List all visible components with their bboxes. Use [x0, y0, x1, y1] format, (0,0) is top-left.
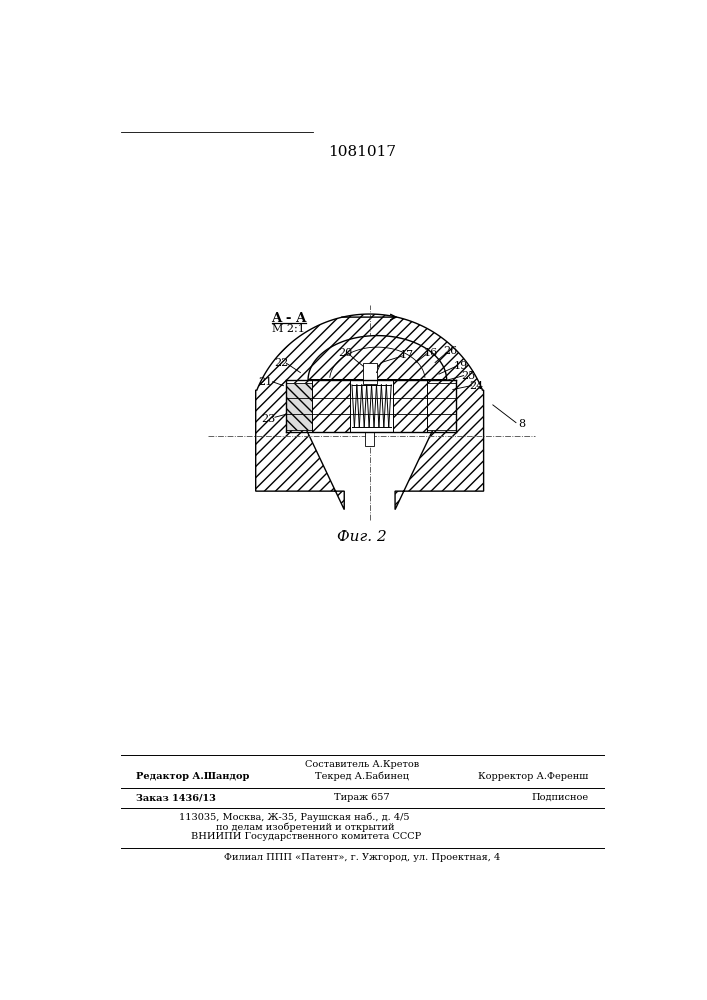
Text: 22: 22 — [274, 358, 288, 368]
Text: Заказ 1436/13: Заказ 1436/13 — [136, 793, 216, 802]
Text: Составитель А.Кретов: Составитель А.Кретов — [305, 760, 419, 769]
Bar — [365, 432, 374, 446]
Text: 16: 16 — [424, 348, 438, 358]
Text: Текред А.Бабинец: Текред А.Бабинец — [315, 771, 409, 781]
Text: 25: 25 — [461, 371, 475, 381]
Text: 113035, Москва, Ж-35, Раушская наб., д. 4/5: 113035, Москва, Ж-35, Раушская наб., д. … — [179, 813, 409, 822]
Text: Филиал ППП «Патент», г. Ужгород, ул. Проектная, 4: Филиал ППП «Патент», г. Ужгород, ул. Про… — [224, 853, 500, 862]
Text: Фиг. 2: Фиг. 2 — [337, 530, 387, 544]
Text: Подписное: Подписное — [531, 793, 588, 802]
Polygon shape — [393, 380, 428, 432]
Text: 8: 8 — [518, 419, 526, 429]
Text: Корректор А.Ференш: Корректор А.Ференш — [478, 772, 588, 781]
Polygon shape — [351, 380, 393, 432]
Text: 26: 26 — [443, 346, 457, 356]
Polygon shape — [312, 380, 351, 432]
Text: 24: 24 — [469, 381, 483, 391]
Polygon shape — [286, 383, 312, 430]
Text: ВНИИПИ Государственного комитета СССР: ВНИИПИ Государственного комитета СССР — [191, 832, 421, 841]
Text: 19: 19 — [453, 361, 467, 371]
Bar — [363, 363, 377, 384]
Text: по делам изобретений и открытий: по делам изобретений и открытий — [216, 822, 395, 832]
Text: M 2:1: M 2:1 — [272, 324, 305, 334]
Text: 23: 23 — [261, 414, 275, 424]
Text: 20: 20 — [338, 348, 352, 358]
Text: 21: 21 — [259, 377, 273, 387]
Text: Тираж 657: Тираж 657 — [334, 793, 390, 802]
Polygon shape — [256, 314, 484, 510]
Text: Редактор А.Шандор: Редактор А.Шандор — [136, 772, 250, 781]
Polygon shape — [428, 383, 456, 430]
Text: A - A: A - A — [271, 312, 307, 325]
Polygon shape — [308, 336, 447, 380]
Text: 17: 17 — [399, 350, 414, 360]
Text: 1081017: 1081017 — [328, 145, 396, 159]
